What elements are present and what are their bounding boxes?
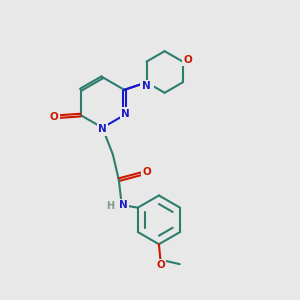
Text: O: O xyxy=(156,260,165,270)
Text: O: O xyxy=(50,112,58,122)
Text: N: N xyxy=(144,81,152,91)
Text: O: O xyxy=(184,55,192,65)
Text: N: N xyxy=(122,109,130,118)
Text: O: O xyxy=(142,167,151,177)
Text: N: N xyxy=(98,124,107,134)
Text: N: N xyxy=(119,200,128,210)
Text: N: N xyxy=(142,81,150,91)
Text: H: H xyxy=(106,202,115,212)
